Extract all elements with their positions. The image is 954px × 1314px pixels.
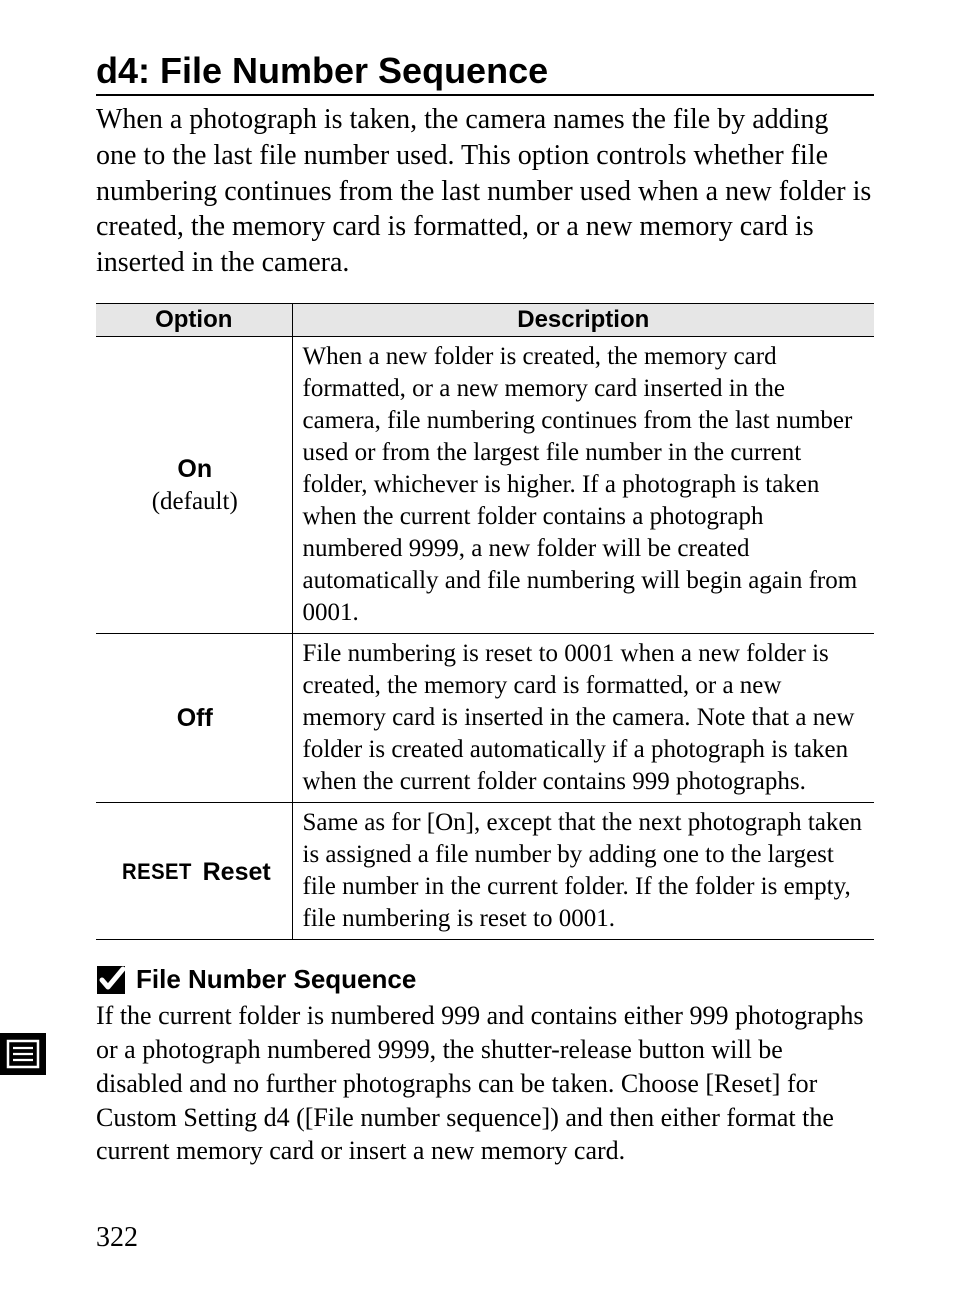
manual-page: d4: File Number Sequence When a photogra… — [0, 0, 954, 1314]
note-body: If the current folder is numbered 999 an… — [96, 999, 874, 1168]
option-cell-on: On (default) — [96, 337, 292, 634]
table-row: Off File numbering is reset to 0001 when… — [96, 634, 874, 803]
page-number: 322 — [96, 1222, 138, 1254]
option-cell-off: Off — [96, 634, 292, 803]
table-row: On (default) When a new folder is create… — [96, 337, 874, 634]
option-cell-reset: RESET Reset — [96, 803, 292, 940]
intro-paragraph: When a photograph is taken, the camera n… — [96, 102, 874, 281]
table-header-row: Option Description — [96, 304, 874, 337]
note-heading: File Number Sequence — [96, 964, 874, 995]
option-label: Reset — [203, 856, 271, 888]
option-label: Off — [177, 704, 213, 732]
table-row: RESET Reset Same as for [On], except tha… — [96, 803, 874, 940]
option-sublabel: (default) — [152, 488, 238, 515]
description-cell: When a new folder is created, the memory… — [292, 337, 874, 634]
reset-icon: RESET — [122, 858, 192, 886]
note-title: File Number Sequence — [136, 964, 416, 995]
checkbox-icon — [96, 965, 126, 995]
section-heading: d4: File Number Sequence — [96, 50, 874, 96]
note-block: File Number Sequence If the current fold… — [96, 964, 874, 1168]
option-label: On — [177, 455, 212, 483]
col-header-description: Description — [292, 304, 874, 337]
description-cell: Same as for [On], except that the next p… — [292, 803, 874, 940]
col-header-option: Option — [96, 304, 292, 337]
menu-tab-icon — [0, 1033, 46, 1075]
description-cell: File numbering is reset to 0001 when a n… — [292, 634, 874, 803]
options-table: Option Description On (default) When a n… — [96, 303, 874, 940]
